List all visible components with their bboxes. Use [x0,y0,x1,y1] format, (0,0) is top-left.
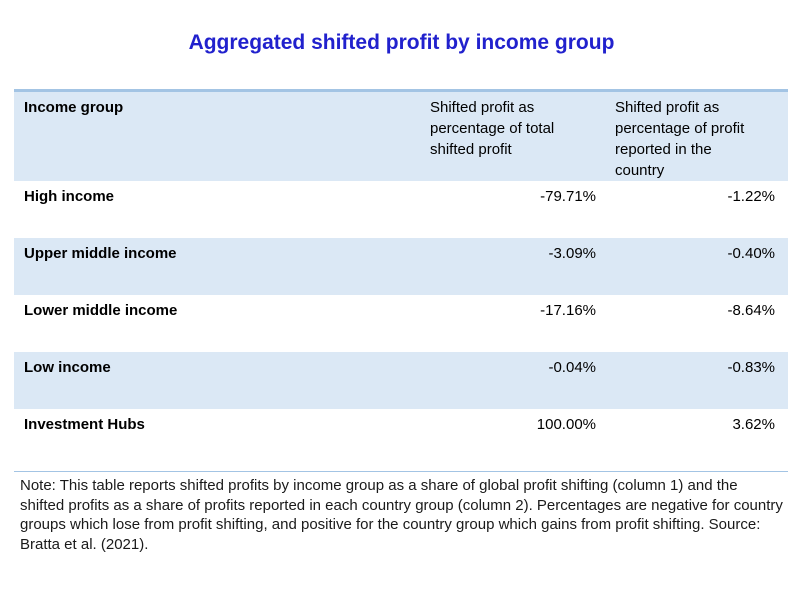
column-header-income-group: Income group [24,99,124,116]
row-label: Investment Hubs [24,416,145,433]
cell-pct-reported: -1.22% [727,188,775,205]
page-title: Aggregated shifted profit by income grou… [188,31,615,54]
table-header-row: Income group Shifted profit as percentag… [14,89,788,181]
row-label: High income [24,188,115,205]
row-label: Low income [24,359,111,376]
table-row: Upper middle income -3.09% -0.40% [14,238,788,295]
cell-pct-total: -17.16% [540,302,596,319]
row-label: Upper middle income [24,245,177,262]
table-row: Lower middle income -17.16% -8.64% [14,295,788,352]
cell-pct-total: -0.04% [548,359,596,376]
cell-pct-total: -3.09% [548,245,596,262]
cell-pct-reported: 3.62% [732,416,775,433]
table-row: Low income -0.04% -0.83% [14,352,788,409]
cell-pct-total: -79.71% [540,188,596,205]
cell-pct-reported: -8.64% [727,302,775,319]
column-header-pct-total-shifted: Shifted profit as percentage of total sh… [430,99,555,158]
cell-pct-reported: -0.40% [727,245,775,262]
table-row: Investment Hubs 100.00% 3.62% [14,409,788,466]
row-label: Lower middle income [24,302,178,319]
page: Aggregated shifted profit by income grou… [0,30,803,554]
table-row: High income -79.71% -1.22% [14,181,788,238]
cell-pct-total: 100.00% [536,416,596,433]
income-group-table: Income group Shifted profit as percentag… [14,89,788,466]
table-note: Note: This table reports shifted profits… [14,471,788,554]
column-header-pct-reported: Shifted profit as percentage of profit r… [615,99,745,179]
cell-pct-reported: -0.83% [727,359,775,376]
